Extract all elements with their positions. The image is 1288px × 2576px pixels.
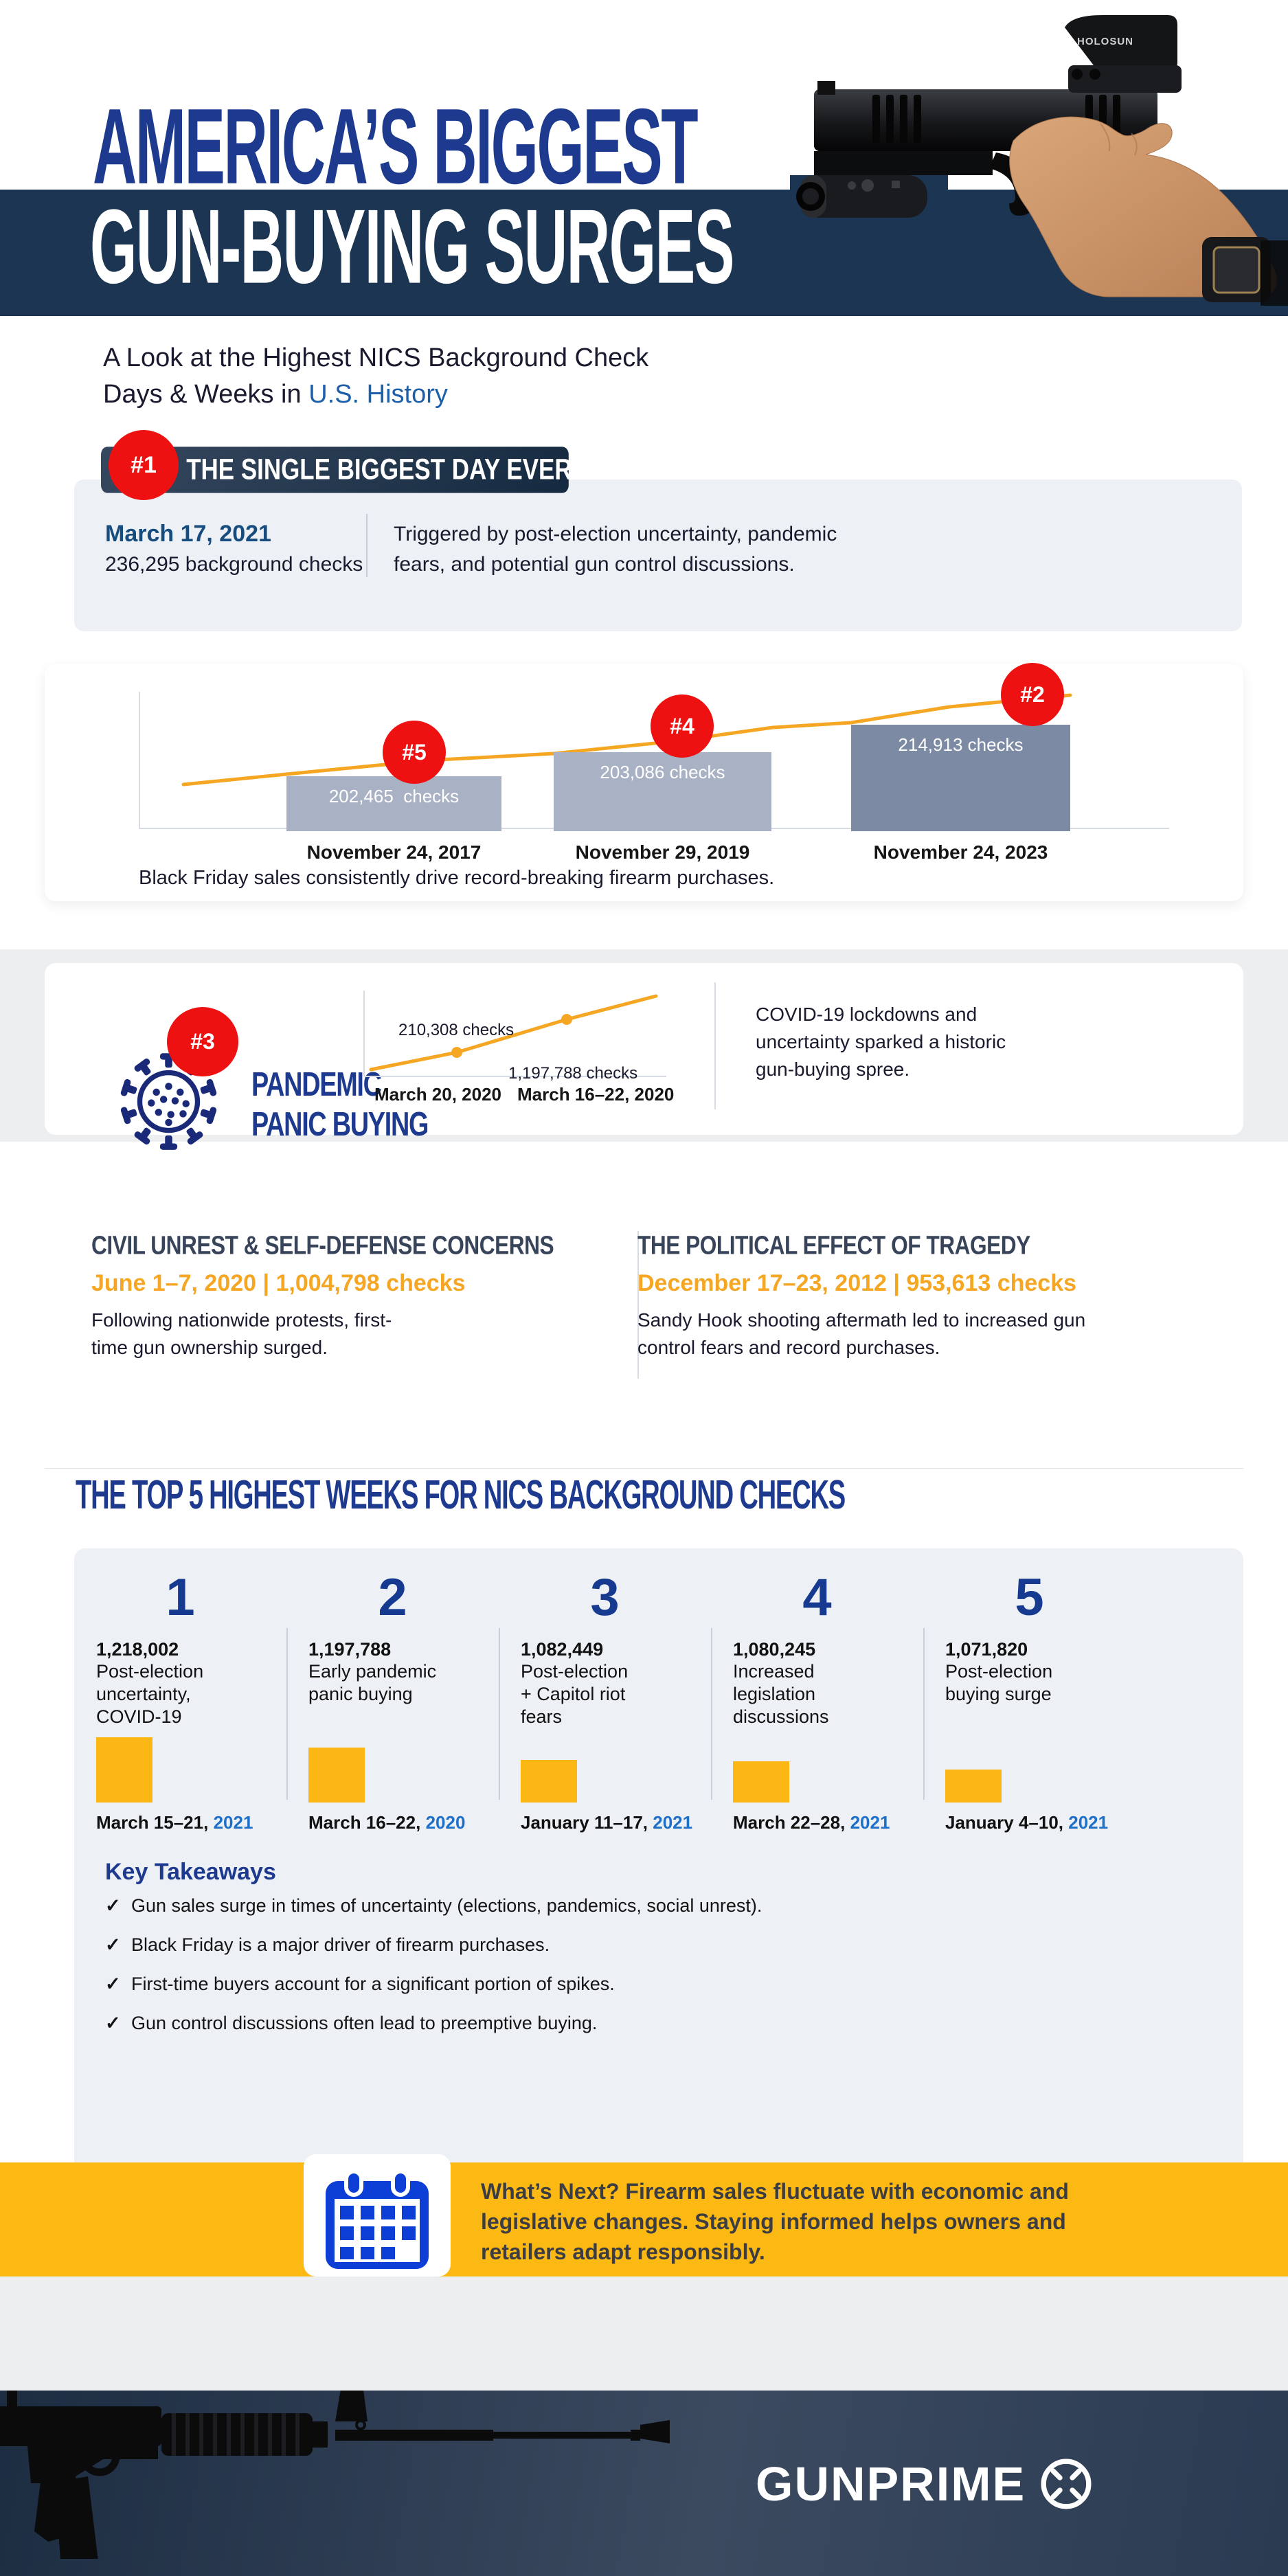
svg-text:HOLOSUN: HOLOSUN [1077,36,1133,47]
svg-text:March 20, 2020: March 20, 2020 [374,1084,501,1105]
svg-text:1,197,788 checks: 1,197,788 checks [508,1064,637,1083]
svg-text:March 16–22, 2020: March 16–22, 2020 [517,1084,674,1105]
svg-text:210,308 checks: 210,308 checks [398,1021,514,1039]
